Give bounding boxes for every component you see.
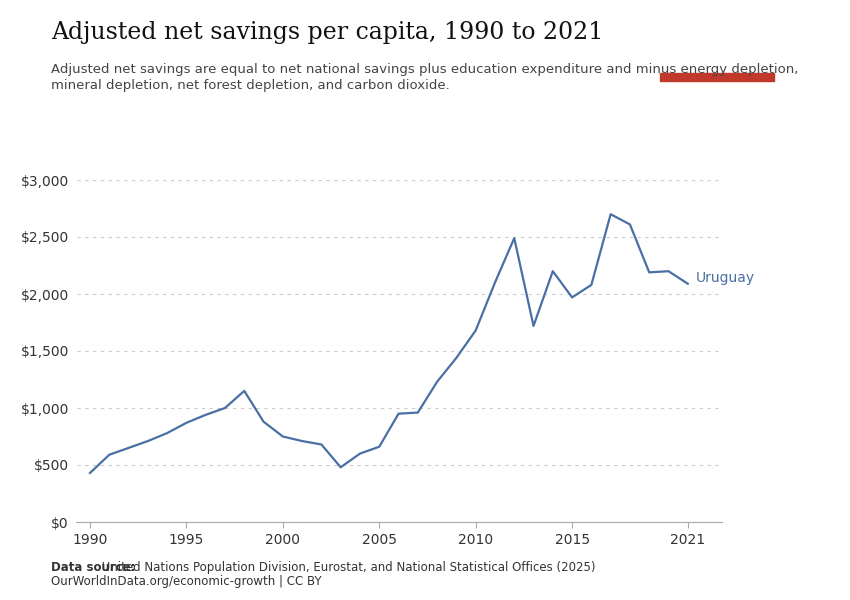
Text: Uruguay: Uruguay — [695, 271, 755, 285]
Text: Adjusted net savings are equal to net national savings plus education expenditur: Adjusted net savings are equal to net na… — [51, 63, 798, 76]
Text: United Nations Population Division, Eurostat, and National Statistical Offices (: United Nations Population Division, Euro… — [98, 561, 595, 574]
Text: Adjusted net savings per capita, 1990 to 2021: Adjusted net savings per capita, 1990 to… — [51, 21, 603, 44]
Text: Data source:: Data source: — [51, 561, 135, 574]
Bar — [660, 73, 774, 81]
Text: Our World: Our World — [685, 31, 749, 41]
Text: mineral depletion, net forest depletion, and carbon dioxide.: mineral depletion, net forest depletion,… — [51, 79, 450, 92]
Text: OurWorldInData.org/economic-growth | CC BY: OurWorldInData.org/economic-growth | CC … — [51, 575, 321, 588]
Text: in Data: in Data — [694, 51, 740, 61]
